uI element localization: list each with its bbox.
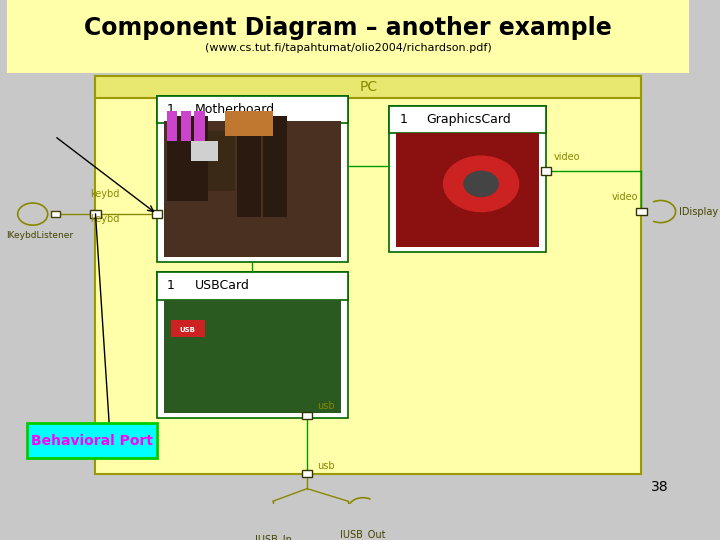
Text: keybd: keybd	[90, 214, 120, 224]
Text: IUSB_Out: IUSB_Out	[341, 529, 386, 540]
Text: keybd: keybd	[90, 189, 120, 199]
Text: video: video	[611, 192, 638, 202]
FancyBboxPatch shape	[157, 96, 348, 124]
FancyBboxPatch shape	[91, 210, 101, 218]
FancyBboxPatch shape	[181, 111, 191, 141]
FancyBboxPatch shape	[389, 106, 546, 133]
Text: usb: usb	[318, 461, 335, 471]
FancyBboxPatch shape	[163, 300, 341, 413]
Text: GraphicsCard: GraphicsCard	[426, 113, 511, 126]
FancyBboxPatch shape	[191, 141, 218, 161]
FancyBboxPatch shape	[96, 76, 642, 98]
FancyBboxPatch shape	[171, 320, 204, 338]
Text: Component Diagram – another example: Component Diagram – another example	[84, 16, 612, 40]
FancyBboxPatch shape	[225, 111, 273, 136]
FancyBboxPatch shape	[52, 211, 60, 218]
FancyBboxPatch shape	[208, 131, 235, 191]
Text: 1: 1	[399, 113, 407, 126]
Text: (www.cs.tut.fi/tapahtumat/olio2004/richardson.pdf): (www.cs.tut.fi/tapahtumat/olio2004/richa…	[204, 43, 491, 53]
FancyBboxPatch shape	[396, 133, 539, 247]
FancyBboxPatch shape	[302, 412, 312, 420]
Text: Motherboard: Motherboard	[194, 103, 274, 116]
Text: video: video	[554, 152, 580, 162]
FancyBboxPatch shape	[163, 121, 341, 257]
Text: PC: PC	[359, 80, 377, 94]
Text: IUSB_In: IUSB_In	[254, 535, 292, 540]
Text: 1: 1	[167, 279, 175, 292]
Text: 38: 38	[651, 480, 669, 494]
FancyBboxPatch shape	[302, 470, 312, 477]
FancyBboxPatch shape	[194, 111, 204, 141]
Circle shape	[464, 171, 498, 197]
FancyBboxPatch shape	[389, 106, 546, 252]
FancyBboxPatch shape	[263, 116, 287, 217]
Text: USB: USB	[180, 327, 196, 333]
Text: 1: 1	[167, 103, 175, 116]
Circle shape	[444, 156, 518, 212]
FancyBboxPatch shape	[636, 208, 647, 215]
Text: USBCard: USBCard	[194, 279, 249, 292]
FancyBboxPatch shape	[96, 76, 642, 474]
FancyBboxPatch shape	[6, 0, 689, 73]
FancyBboxPatch shape	[152, 210, 162, 218]
Text: IDisplay: IDisplay	[679, 207, 718, 217]
Text: IKeybdListener: IKeybdListener	[6, 231, 73, 240]
Text: usb: usb	[318, 401, 335, 410]
FancyBboxPatch shape	[27, 423, 157, 458]
FancyBboxPatch shape	[541, 167, 551, 175]
FancyBboxPatch shape	[157, 272, 348, 418]
FancyBboxPatch shape	[167, 116, 208, 201]
FancyBboxPatch shape	[238, 116, 261, 217]
FancyBboxPatch shape	[157, 96, 348, 262]
Text: Behavioral Port: Behavioral Port	[31, 434, 153, 448]
FancyBboxPatch shape	[157, 272, 348, 300]
FancyBboxPatch shape	[167, 111, 177, 141]
